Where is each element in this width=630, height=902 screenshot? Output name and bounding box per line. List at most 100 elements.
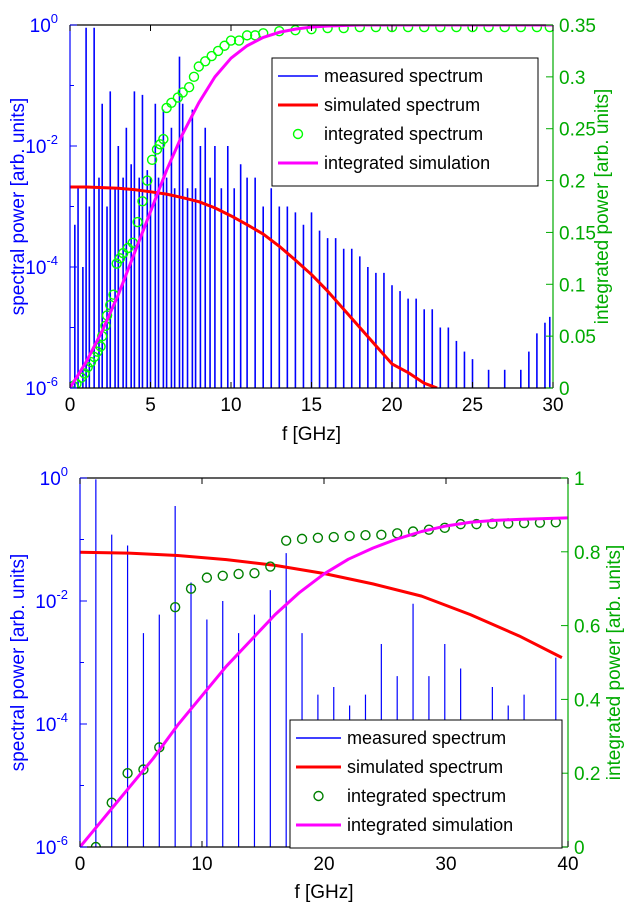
integrated-spectrum-marker — [137, 196, 148, 207]
y2-tick-label: 0.15 — [559, 223, 596, 244]
integrated-spectrum-marker — [499, 25, 510, 33]
integrated-spectrum-marker — [166, 97, 177, 108]
integrated-spectrum-marker — [201, 572, 213, 583]
integrated-spectrum-marker — [344, 530, 355, 542]
integrated-spectrum-marker — [206, 50, 217, 62]
y-tick-label: 10-4 — [35, 710, 68, 736]
y-tick-exponent: -4 — [46, 253, 58, 268]
x-tick-label: 5 — [145, 395, 156, 416]
y2-tick-label: 0.3 — [559, 68, 585, 89]
simulated-spectrum-line — [80, 550, 563, 659]
integrated-spectrum-marker — [90, 841, 102, 847]
legend-box — [271, 57, 539, 187]
integrated-spectrum-series — [70, 25, 553, 388]
y-tick-label: 10-4 — [25, 253, 58, 279]
integrated-spectrum-marker — [132, 216, 143, 228]
integrated-spectrum-marker — [376, 529, 387, 541]
legend-label: integrated spectrum — [347, 786, 506, 806]
integrated-spectrum-marker — [225, 35, 237, 46]
y-tick-label: 10-2 — [35, 587, 68, 613]
integrated-spectrum-marker — [386, 25, 398, 33]
integrated-spectrum-marker — [338, 25, 349, 34]
y-tick-exponent: -6 — [56, 833, 68, 848]
integrated-simulation-line — [80, 516, 568, 847]
integrated-spectrum-marker — [138, 764, 149, 775]
legend-label: measured spectrum — [324, 66, 483, 86]
integrated-spectrum-marker — [158, 133, 169, 145]
integrated-spectrum-marker — [435, 25, 446, 33]
integrated-spectrum-marker — [219, 40, 230, 51]
y-tick-base: 10 — [35, 838, 56, 859]
simulated-spectrum-line — [70, 185, 438, 388]
legend-label: measured spectrum — [347, 728, 506, 748]
x-tick-label: 0 — [65, 395, 76, 416]
y-tick-base: 10 — [25, 379, 46, 400]
integrated-spectrum-marker — [544, 25, 553, 33]
y-tick-base: 10 — [25, 137, 46, 158]
integrated-spectrum-marker — [233, 568, 244, 580]
y2-tick-label: 0 — [559, 379, 570, 400]
y-tick-label: 10-2 — [25, 132, 58, 158]
y-tick-exponent: -2 — [46, 132, 58, 147]
y-tick-label: 100 — [40, 464, 68, 490]
integrated-spectrum-marker — [471, 518, 482, 530]
integrated-spectrum-marker — [154, 139, 166, 150]
legend-label: integrated simulation — [324, 153, 490, 173]
y-tick-base: 10 — [35, 592, 56, 613]
y-axis-label: spectral power [arb. units] — [8, 98, 29, 316]
integrated-spectrum-marker — [467, 25, 478, 33]
y-tick-exponent: -2 — [56, 587, 68, 602]
x-tick-label: 40 — [557, 854, 578, 875]
plot-area — [70, 25, 553, 388]
x-tick-label: 20 — [381, 395, 402, 416]
y2-tick-label: 0.6 — [574, 617, 600, 638]
integrated-spectrum-marker — [172, 92, 184, 103]
y2-tick-label: 0.8 — [574, 543, 600, 564]
integrated-spectrum-marker — [360, 529, 371, 541]
integrated-spectrum-marker — [354, 25, 365, 33]
integrated-spectrum-marker — [212, 45, 224, 57]
x-tick-label: 10 — [191, 854, 212, 875]
y2-tick-label: 0 — [574, 838, 585, 859]
x-tick-label: 15 — [301, 395, 322, 416]
integrated-spectrum-marker — [419, 25, 430, 33]
integrated-spectrum-marker — [169, 601, 181, 613]
integrated-spectrum-marker — [177, 87, 188, 98]
integrated-spectrum-marker — [249, 568, 260, 579]
y2-axis-label: integrated power [arb. units] — [604, 545, 625, 781]
x-tick-label: 10 — [220, 395, 241, 416]
y-axis-label: spectral power [arb. units] — [8, 554, 29, 772]
integrated-spectrum-marker — [280, 535, 292, 546]
integrated-spectrum-marker — [161, 102, 172, 114]
y-tick-exponent: -4 — [56, 710, 68, 725]
x-tick-label: 25 — [462, 395, 483, 416]
legend-label: integrated spectrum — [324, 124, 483, 144]
legend-box — [289, 719, 563, 849]
integrated-spectrum-marker — [402, 25, 414, 33]
legend-label: simulated spectrum — [324, 95, 480, 115]
integrated-spectrum-marker — [322, 25, 333, 34]
y2-tick-label: 0.1 — [559, 275, 585, 296]
y-tick-exponent: 0 — [61, 464, 68, 479]
integrated-spectrum-marker — [151, 144, 163, 155]
integrated-spectrum-marker — [515, 25, 526, 33]
y2-tick-label: 0.4 — [574, 690, 601, 711]
y2-axis-label: integrated power [arb. units] — [592, 89, 613, 325]
legend-marker-integrated-spectrum — [292, 128, 304, 140]
x-tick-label: 20 — [313, 854, 334, 875]
x-tick-label: 30 — [542, 395, 563, 416]
x-tick-label: 0 — [75, 854, 86, 875]
integrated-spectrum-marker — [312, 532, 324, 543]
legend-label: integrated simulation — [347, 815, 513, 835]
y2-tick-label: 0.35 — [559, 16, 596, 37]
integrated-spectrum-marker — [217, 570, 228, 581]
legend: measured spectrum simulated spectrum integ… — [289, 719, 563, 849]
y-tick-exponent: 0 — [51, 11, 58, 26]
y-tick-label: 100 — [30, 11, 58, 37]
integrated-spectrum-marker — [483, 25, 494, 33]
y-tick-label: 10-6 — [35, 833, 68, 859]
integrated-spectrum-marker — [265, 561, 276, 572]
integrated-spectrum-marker — [111, 258, 122, 269]
